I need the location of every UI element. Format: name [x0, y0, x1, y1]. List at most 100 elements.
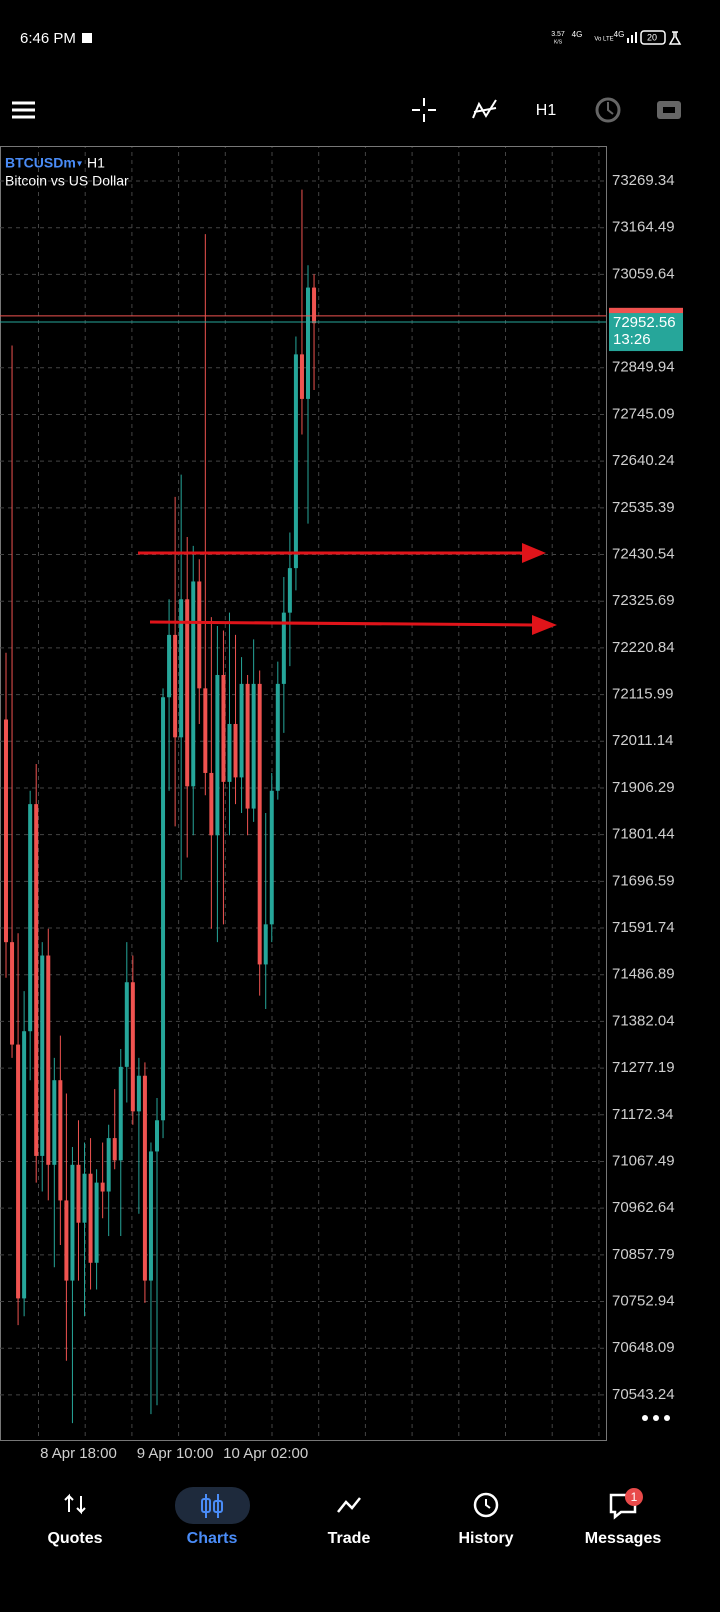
- flask-icon: [668, 31, 682, 45]
- crosshair-button[interactable]: [412, 98, 436, 122]
- nav-label[interactable]: Charts: [187, 1530, 238, 1547]
- candle-body: [306, 287, 310, 399]
- y-tick-label: 71696.59: [612, 872, 675, 889]
- y-tick-label: 71172.34: [612, 1106, 673, 1123]
- candle-body: [312, 287, 317, 324]
- candle-body: [4, 719, 8, 943]
- history-icon[interactable]: [473, 1492, 499, 1518]
- candle-body: [22, 1031, 27, 1299]
- nav-label[interactable]: Trade: [328, 1530, 371, 1547]
- y-tick-label: 72325.69: [612, 592, 675, 609]
- symbol[interactable]: BTCUSDm: [5, 155, 76, 171]
- candle-body: [70, 1164, 75, 1281]
- y-tick-label: 71906.29: [612, 779, 675, 796]
- candle-body: [161, 697, 166, 1121]
- grid: 73269.34 73164.49 73059.64 72849.94 72745.09…: [0, 172, 675, 1403]
- candle-body: [106, 1138, 111, 1192]
- candle-body: [185, 599, 190, 787]
- ask-label-bg: [609, 307, 683, 318]
- candle-body: [287, 568, 292, 613]
- candle-body: [251, 683, 256, 809]
- speed: 3.57: [551, 31, 565, 38]
- timeframe-button[interactable]: H1: [536, 102, 557, 119]
- candle-body: [52, 1080, 57, 1165]
- y-tick-label: 72220.84: [612, 639, 675, 656]
- more-button[interactable]: [642, 1415, 670, 1421]
- y-tick-label: 72535.39: [612, 499, 675, 516]
- nav-label[interactable]: Quotes: [47, 1530, 102, 1547]
- candle-body: [46, 955, 51, 1165]
- candle-body: [221, 674, 226, 782]
- y-tick-label: 72745.09: [612, 405, 675, 422]
- symbol-arrow[interactable]: ▾: [77, 159, 82, 170]
- candle-body: [112, 1138, 117, 1161]
- candle-body: [82, 1173, 87, 1223]
- network: 4G: [572, 30, 583, 39]
- candle-body: [34, 804, 39, 1156]
- trade-icon[interactable]: [337, 1497, 361, 1513]
- bid-label-bg: [609, 313, 683, 352]
- x-tick-label: 8 Apr 18:00: [40, 1445, 117, 1462]
- y-tick-label: 71591.74: [612, 919, 675, 936]
- y-tick-label: 72115.99: [612, 686, 673, 703]
- y-tick-label: 71486.89: [612, 966, 675, 983]
- y-tick-label: 70752.94: [612, 1293, 675, 1310]
- status-time: 6:46 PM: [20, 30, 76, 47]
- y-tick-label: 73164.49: [612, 219, 675, 236]
- y-tick-label: 72011.14: [612, 732, 673, 749]
- candle-body: [167, 634, 172, 698]
- volte: Vo LTE: [594, 37, 613, 43]
- y-tick-label: 72849.94: [612, 359, 675, 376]
- nav-label[interactable]: Messages: [585, 1530, 662, 1547]
- candle-body: [155, 1120, 159, 1152]
- charts-icon[interactable]: [201, 1494, 223, 1518]
- network2: 4G: [614, 30, 625, 39]
- battery: [640, 30, 666, 45]
- indicators-button[interactable]: [472, 99, 497, 119]
- candle-body: [215, 674, 220, 836]
- x-tick-label: 10 Apr 02:00: [223, 1445, 308, 1462]
- candle-body: [191, 581, 196, 787]
- y-tick-label: 70857.79: [612, 1246, 675, 1263]
- candle-body: [209, 772, 214, 836]
- chart-frame: [0, 146, 607, 1441]
- candle-body: [179, 599, 184, 738]
- chart-timeframe: H1: [87, 155, 105, 171]
- annotation-arrows: [138, 543, 557, 635]
- candle-body: [239, 683, 244, 778]
- speed-unit: K/S: [554, 39, 563, 45]
- bottom-nav: [0, 1470, 720, 1612]
- candle-body: [233, 723, 238, 778]
- menu-button[interactable]: [12, 101, 35, 119]
- candle-body: [100, 1182, 105, 1192]
- chart-title: Bitcoin vs US Dollar: [5, 173, 129, 189]
- candle-body: [269, 790, 274, 925]
- clock-button[interactable]: [595, 97, 621, 123]
- candle-body: [197, 581, 202, 689]
- quotes-icon[interactable]: [64, 1493, 86, 1515]
- candles: 8 Apr 18:00 9 Apr 10:00 10 Apr 02:00: [4, 189, 317, 1462]
- nav-label[interactable]: History: [458, 1530, 513, 1547]
- candle-body: [88, 1173, 93, 1263]
- y-tick-label: 72640.24: [612, 452, 675, 469]
- candle-body: [293, 354, 298, 569]
- badge: [625, 1488, 643, 1506]
- x-tick-label: 9 Apr 10:00: [137, 1445, 214, 1462]
- y-tick-label: 73059.64: [612, 265, 675, 282]
- candle-body: [28, 804, 33, 1032]
- candle-body: [40, 955, 45, 1156]
- trade-icon: [663, 107, 675, 113]
- y-tick-label: 73269.34: [612, 172, 675, 189]
- candle-body: [16, 1044, 21, 1299]
- candle-body: [299, 354, 304, 399]
- candle-body: [263, 924, 268, 965]
- signal: [627, 32, 637, 43]
- candle-body: [245, 683, 250, 809]
- y-tick-label: 71067.49: [612, 1152, 675, 1169]
- candle-body: [173, 634, 178, 738]
- candle-body: [118, 1066, 123, 1161]
- clock-hand: [607, 102, 614, 115]
- candle-body: [281, 612, 286, 684]
- candle-body: [94, 1182, 99, 1263]
